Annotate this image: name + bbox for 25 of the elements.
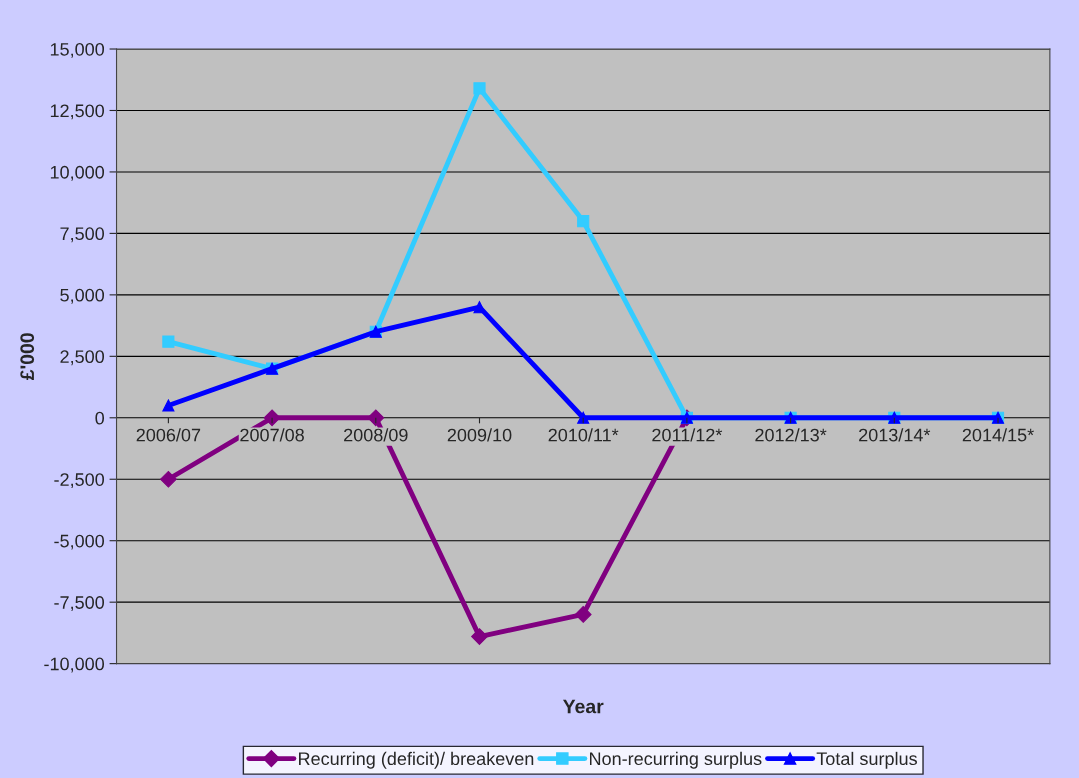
x-tick-label: 2011/12* <box>652 428 723 442</box>
y-tick-label: -5,000 <box>54 534 105 550</box>
y-tick-label: 5,000 <box>60 288 105 304</box>
x-tick-label: 2009/10 <box>447 428 512 442</box>
x-tick-label: 2007/08 <box>240 428 304 442</box>
y-tick-label: 2,500 <box>60 350 105 366</box>
y-tick-label: 7,500 <box>60 227 105 243</box>
x-tick-label: 2008/09 <box>344 428 408 442</box>
x-tick-label: 2006/07 <box>136 428 201 442</box>
x-tick-label: 2013/14* <box>859 428 931 442</box>
x-tick-label: 2014/15* <box>962 428 1034 442</box>
legend-label: Non-recurring surplus <box>590 751 762 769</box>
x-tick-label: 2012/13* <box>755 428 827 442</box>
y-tick-label: 0 <box>95 411 105 425</box>
x-axis-title: Year <box>562 699 604 714</box>
y-tick-label: 15,000 <box>50 42 105 58</box>
y-tick-label: 10,000 <box>50 165 105 181</box>
y-tick-label: -7,500 <box>54 596 105 612</box>
y-tick-label: 12,500 <box>50 104 105 120</box>
y-axis-title: £'000 <box>20 333 35 381</box>
x-tick-label: 2010/11* <box>548 428 619 442</box>
legend-label: Total surplus <box>816 751 917 769</box>
y-tick-label: -10,000 <box>44 657 105 673</box>
legend-label: Recurring (deficit)/ breakeven <box>299 751 534 769</box>
y-tick-label: -2,500 <box>54 473 105 489</box>
